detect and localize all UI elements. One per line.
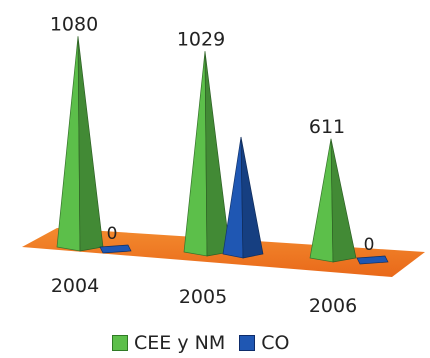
category-label-2004: 2004 [51,275,99,297]
legend-item-co: CO [239,332,289,354]
bar-co-2005 [222,136,264,259]
bar-co-2004 [99,244,132,254]
bar-co-2006 [356,255,389,265]
data-label-cee-2005: 1029 [177,28,225,50]
legend-label-co: CO [261,332,290,354]
category-label-2005: 2005 [179,286,227,308]
legend-item-cee: CEE y NM [112,332,225,354]
legend-swatch-co [239,335,256,351]
bar-cee-2005 [183,51,231,257]
legend: CEE y NM CO [112,330,303,356]
data-label-cee-2004: 1080 [50,13,98,35]
bar-cee-2006 [309,138,357,263]
data-label-co-2006: 0 [364,235,375,255]
category-label-2006: 2006 [309,295,357,317]
bar-cee-2004 [56,36,104,252]
data-label-co-2004: 0 [107,224,118,244]
data-label-cee-2006: 611 [309,116,345,138]
legend-label-cee: CEE y NM [134,332,226,354]
legend-swatch-cee [112,335,128,351]
